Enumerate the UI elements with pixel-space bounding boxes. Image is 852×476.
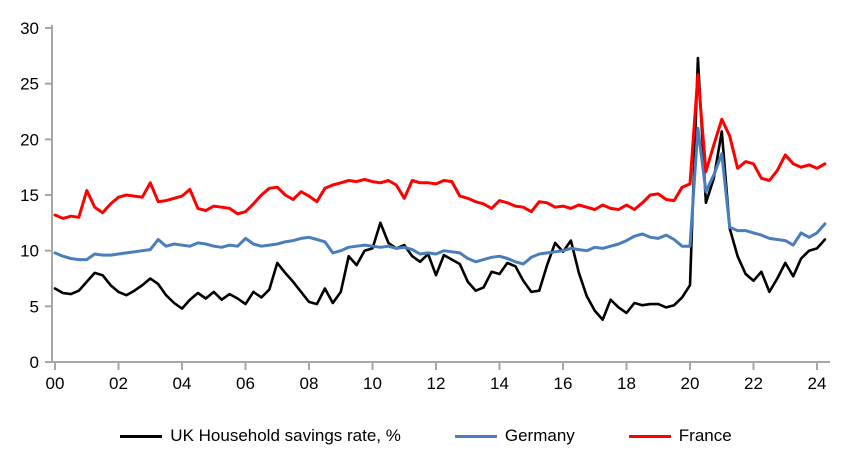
legend-swatch-uk [120, 434, 163, 438]
x-tick-label: 10 [363, 374, 382, 393]
y-tick-label: 30 [20, 19, 39, 38]
series-line-2 [53, 73, 827, 220]
y-tick-label: 25 [20, 75, 39, 94]
y-tick-label: 20 [20, 130, 39, 149]
legend-item-uk: UK Household savings rate, % [120, 426, 401, 446]
y-tick-label: 0 [30, 353, 39, 372]
series-line-1 [53, 126, 827, 266]
legend-label-uk: UK Household savings rate, % [170, 426, 401, 445]
legend-label-germany: Germany [504, 426, 575, 445]
x-tick-label: 14 [490, 374, 509, 393]
x-tick-label: 08 [300, 374, 319, 393]
legend-swatch-france [628, 434, 671, 438]
x-tick-label: 16 [554, 374, 573, 393]
chart-canvas: 0 5 10 15 20 25 30 00 02 04 06 08 10 12 14 16 18 20 22 24 [20, 19, 830, 393]
x-tick-label: 20 [681, 374, 700, 393]
x-tick-label: 22 [744, 374, 763, 393]
chart-legend: UK Household savings rate, % Germany Fra… [0, 426, 852, 446]
x-tick-label: 00 [46, 374, 65, 393]
y-tick-label: 10 [20, 242, 39, 261]
series-line-0 [53, 56, 827, 322]
x-tick-label: 12 [427, 374, 446, 393]
legend-item-germany: Germany [454, 426, 575, 446]
x-tick-label: 02 [109, 374, 128, 393]
legend-swatch-germany [454, 434, 497, 438]
x-tick-label: 06 [236, 374, 255, 393]
legend-item-france: France [628, 426, 732, 446]
y-tick-label: 15 [20, 186, 39, 205]
x-tick-label: 24 [808, 374, 827, 393]
y-tick-label: 5 [30, 297, 39, 316]
legend-label-france: France [678, 426, 732, 445]
x-tick-label: 18 [617, 374, 636, 393]
x-tick-label: 04 [173, 374, 192, 393]
